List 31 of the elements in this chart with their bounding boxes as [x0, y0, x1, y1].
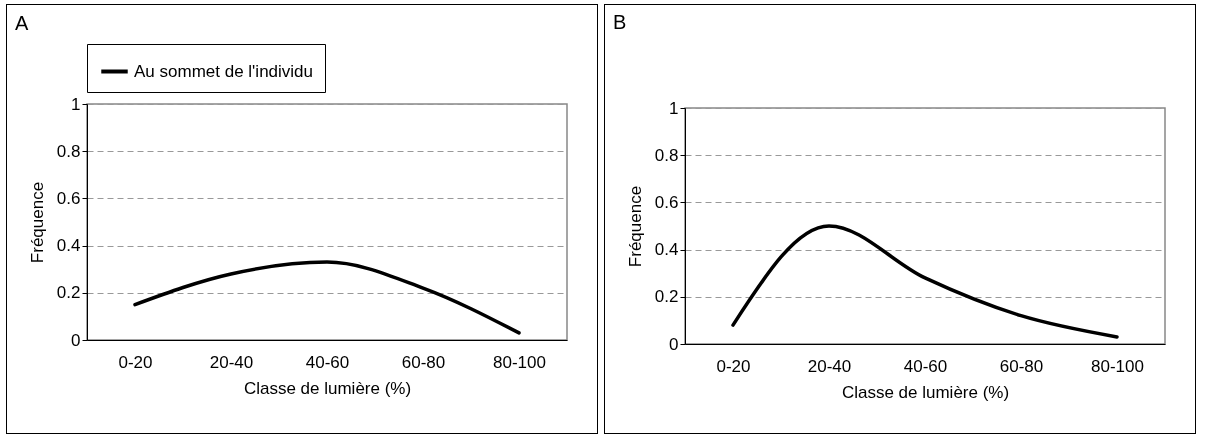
x-tick-label: 80-100 — [493, 352, 546, 372]
x-tick-label: 20-40 — [807, 356, 852, 376]
x-tick-label: 0-20 — [716, 356, 751, 376]
y-tick-label: 0.2 — [654, 287, 679, 307]
x-axis-title: Classe de lumière (%) — [841, 382, 1010, 402]
x-tick-label: 0-20 — [118, 352, 153, 372]
x-tick-label: 80-100 — [1091, 356, 1144, 376]
y-tick-label: 1 — [71, 94, 81, 114]
y-tick-label: 0.2 — [56, 283, 81, 303]
x-tick-label: 60-80 — [401, 352, 446, 372]
y-tick-label: 0 — [71, 330, 81, 350]
y-tick-label: 0.4 — [654, 240, 679, 260]
legend-label: Au sommet de l'individu — [134, 61, 313, 81]
x-axis-title: Classe de lumière (%) — [243, 378, 412, 398]
y-tick-label: 0.8 — [56, 141, 81, 161]
y-tick-label: 0 — [669, 334, 679, 354]
y-tick-label: 0.8 — [654, 145, 679, 165]
y-tick-label: 1 — [669, 98, 679, 118]
line-series — [731, 224, 1119, 339]
x-tick-label: 40-60 — [305, 352, 350, 372]
line-series — [133, 260, 521, 335]
chart-title: A — [15, 11, 29, 34]
y-axis-title: Fréquence — [27, 181, 47, 264]
x-tick-label: 20-40 — [209, 352, 254, 372]
y-tick-label: 0.6 — [654, 192, 679, 212]
x-tick-label: 40-60 — [903, 356, 948, 376]
y-axis-title: Fréquence — [625, 185, 645, 268]
y-tick-label: 0.6 — [56, 188, 81, 208]
x-tick-label: 60-80 — [999, 356, 1044, 376]
chart-title: B — [613, 11, 627, 33]
y-tick-label: 0.4 — [56, 236, 81, 256]
